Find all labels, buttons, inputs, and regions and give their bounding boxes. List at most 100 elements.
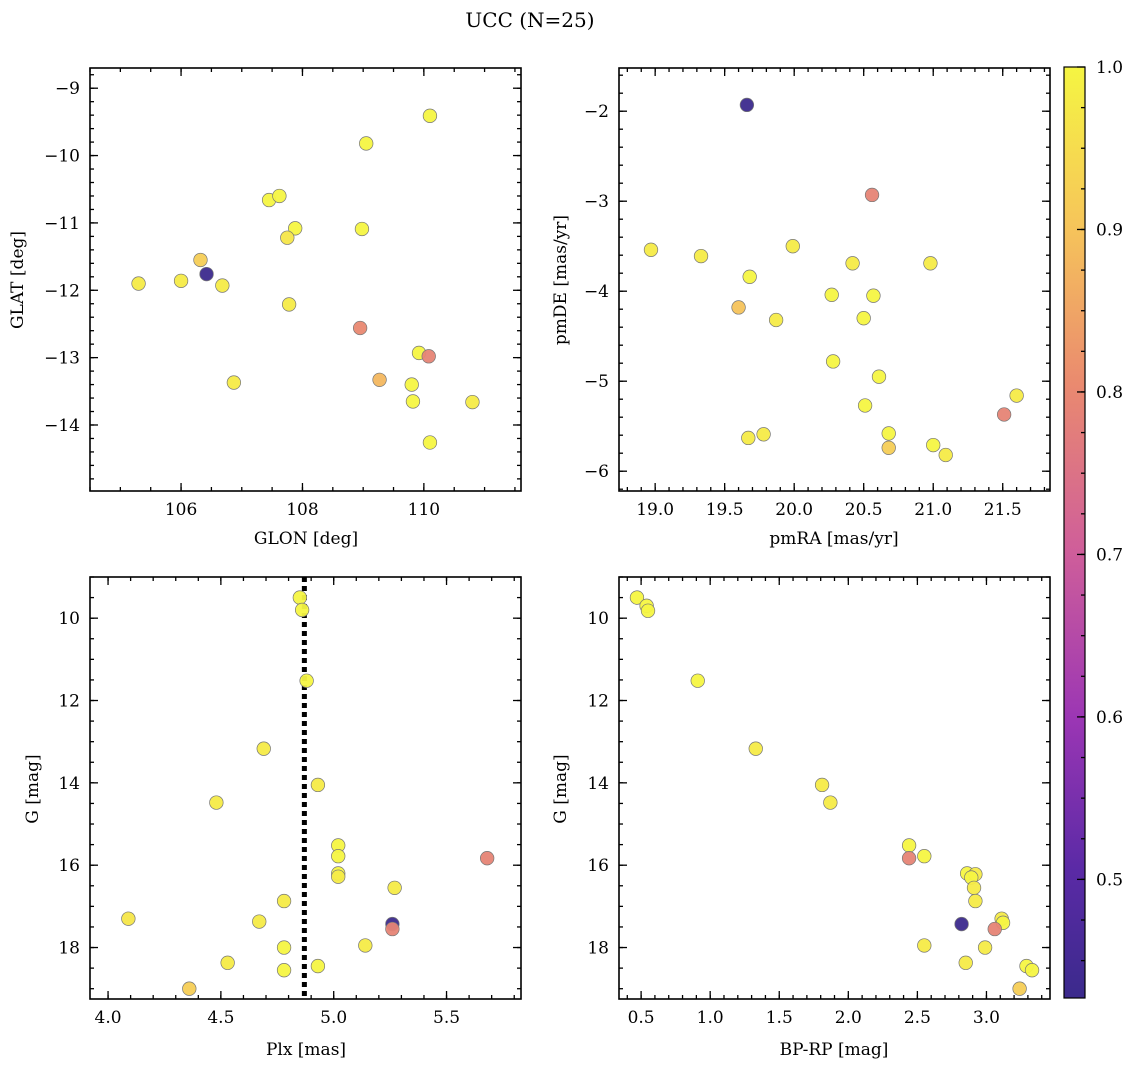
data-point (276, 940, 292, 955)
data-point (968, 893, 983, 909)
data-point (372, 372, 387, 388)
data-point (331, 869, 346, 884)
data-point (871, 369, 887, 384)
y-tick-label: −14 (44, 416, 80, 436)
x-axis-label: BP-RP [mag] (780, 1040, 889, 1060)
x-tick-label: 4.5 (207, 1008, 234, 1028)
y-tick-label: 16 (587, 856, 609, 876)
data-point (741, 430, 756, 446)
y-tick-label: 10 (58, 609, 80, 629)
data-point (824, 287, 839, 302)
data-point (881, 440, 896, 455)
y-tick-label: 12 (58, 692, 80, 712)
y-tick-label: −9 (55, 79, 80, 99)
data-point (643, 242, 659, 257)
x-tick-label: 2.0 (835, 1008, 862, 1028)
data-point (1024, 963, 1040, 978)
colorbar-tick-label: 1.0 (1096, 58, 1123, 78)
data-point (901, 838, 917, 853)
data-point (131, 276, 146, 291)
y-tick-label: −2 (584, 102, 609, 122)
y-tick-label: −11 (44, 214, 80, 234)
x-tick-label: 2.5 (904, 1008, 931, 1028)
x-axis-label: pmRA [mas/yr] (769, 529, 898, 549)
data-point (739, 97, 755, 113)
x-tick-label: 1.5 (766, 1008, 793, 1028)
data-point (352, 320, 368, 336)
colorbar-tick-label: 0.6 (1096, 708, 1123, 728)
data-point (756, 427, 771, 442)
data-point (385, 921, 400, 937)
y-tick-label: −10 (44, 147, 80, 167)
data-point (825, 354, 841, 369)
data-point (280, 230, 295, 245)
x-tick-label: 21.0 (914, 500, 952, 520)
data-point (823, 795, 838, 810)
data-point (421, 349, 436, 364)
data-point (299, 673, 314, 688)
colorbar-tick-label: 0.8 (1096, 383, 1123, 403)
y-tick-label: −3 (584, 192, 609, 212)
data-point (358, 938, 373, 953)
data-point (966, 880, 982, 895)
data-point (958, 955, 973, 970)
data-point (405, 394, 421, 409)
data-point (256, 741, 271, 756)
data-point (857, 398, 873, 413)
x-tick-label: 4.0 (95, 1008, 122, 1028)
data-point (926, 437, 941, 453)
data-point (917, 848, 932, 864)
axes-frame (618, 576, 1051, 1000)
colorbar-tick-label: 0.9 (1096, 220, 1123, 240)
x-axis-label: GLON [deg] (254, 529, 358, 549)
data-point (1009, 388, 1024, 403)
data-point (272, 188, 287, 204)
data-point (742, 269, 757, 284)
data-point (629, 590, 645, 605)
panel-bprp-g: BP-RP [mag] G [mag] 0.5 1.0 1.5 2.0 2.5 3.0 10… (551, 576, 1051, 1060)
data-point (864, 187, 880, 203)
data-point (281, 297, 297, 312)
data-point (310, 777, 326, 793)
y-tick-label: 12 (587, 692, 609, 712)
data-point (954, 916, 969, 932)
colorbar: 0.5 0.6 0.7 0.8 0.9 1.0 (1063, 58, 1123, 999)
panel-plx-g: Plx [mas] G [mag] 4.0 4.5 5.0 5.5 10 12 14 16 18 (23, 576, 522, 1060)
y-tick-label: 18 (587, 939, 609, 959)
x-tick-label: 21.5 (984, 500, 1022, 520)
y-tick-label: 10 (587, 609, 609, 629)
data-point (173, 273, 189, 288)
data-point (748, 741, 763, 756)
data-point (996, 407, 1012, 422)
data-point (199, 266, 214, 282)
y-tick-label: 16 (58, 856, 80, 876)
data-point (215, 278, 230, 293)
data-point (209, 795, 224, 810)
colorbar-gradient (1063, 66, 1086, 999)
x-tick-label: 20.5 (845, 500, 883, 520)
data-point (288, 221, 303, 236)
y-tick-label: 18 (58, 939, 80, 959)
x-tick-label: 3.0 (973, 1008, 1000, 1028)
data-point (987, 921, 1002, 937)
y-axis-label: G [mag] (551, 754, 571, 823)
y-tick-label: −13 (44, 349, 80, 369)
y-tick-label: −12 (44, 281, 80, 301)
data-point (640, 603, 656, 618)
x-tick-label: 0.5 (628, 1008, 655, 1028)
x-tick-label: 5.0 (320, 1008, 347, 1028)
data-point (923, 256, 938, 271)
data-point (252, 914, 267, 929)
panel-pmra-pmde: pmRA [mas/yr] pmDE [mas/yr] 19.0 19.5 20.0… (551, 67, 1051, 549)
data-point (294, 602, 310, 618)
data-point (768, 312, 784, 328)
data-point (359, 136, 374, 151)
data-point (292, 590, 308, 605)
x-tick-label: 1.0 (697, 1008, 724, 1028)
data-point (917, 938, 932, 953)
x-tick-label: 5.5 (433, 1008, 460, 1028)
data-point (731, 300, 746, 315)
data-point (121, 911, 136, 926)
axes-frame (89, 67, 522, 492)
